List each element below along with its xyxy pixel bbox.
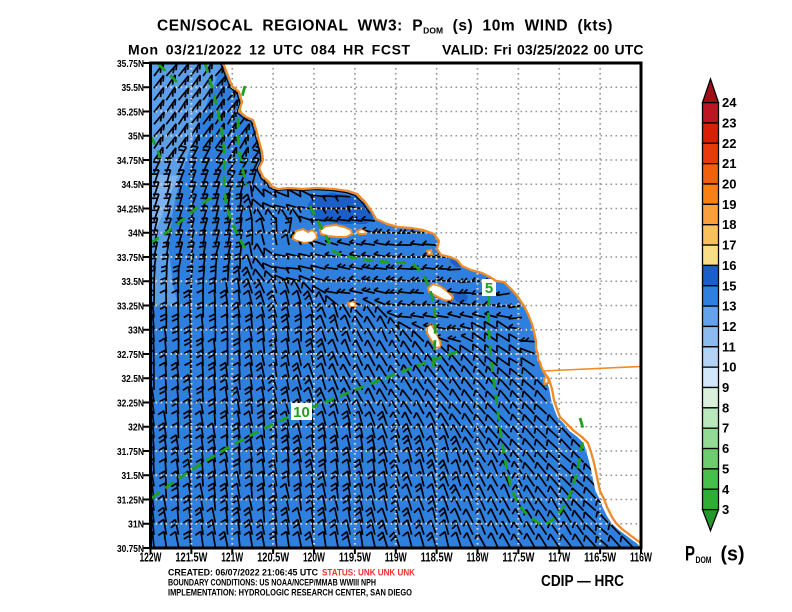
svg-text:121.5W: 121.5W xyxy=(175,550,208,565)
svg-text:CDIP — HRC: CDIP — HRC xyxy=(541,573,624,590)
svg-text:7: 7 xyxy=(722,421,729,436)
svg-text:32.5N: 32.5N xyxy=(122,373,145,385)
svg-text:10: 10 xyxy=(722,360,736,375)
svg-text:IMPLEMENTATION: HYDROLOGIC RES: IMPLEMENTATION: HYDROLOGIC RESEARCH CENT… xyxy=(168,588,412,598)
svg-text:120.5W: 120.5W xyxy=(257,550,290,565)
svg-text:23: 23 xyxy=(722,115,736,130)
svg-text:116W: 116W xyxy=(630,550,652,565)
svg-text:30.75N: 30.75N xyxy=(117,543,144,555)
svg-text:33.25N: 33.25N xyxy=(117,300,144,312)
svg-text:34.25N: 34.25N xyxy=(117,203,144,215)
svg-text:22: 22 xyxy=(722,136,736,151)
svg-text:32.25N: 32.25N xyxy=(117,397,144,409)
svg-text:117W: 117W xyxy=(548,550,570,565)
svg-text:117.5W: 117.5W xyxy=(502,550,535,565)
svg-text:33.75N: 33.75N xyxy=(117,252,144,264)
svg-text:20: 20 xyxy=(722,177,736,192)
svg-text:21: 21 xyxy=(722,156,736,171)
svg-text:35.25N: 35.25N xyxy=(117,106,144,118)
svg-text:8: 8 xyxy=(722,400,729,415)
svg-text:STATUS: UNK UNK UNK: STATUS: UNK UNK UNK xyxy=(322,568,415,578)
svg-text:10: 10 xyxy=(293,404,310,421)
svg-text:5: 5 xyxy=(722,461,729,476)
svg-text:12: 12 xyxy=(722,319,736,334)
svg-text:32N: 32N xyxy=(128,422,144,434)
svg-text:5: 5 xyxy=(485,280,493,297)
svg-text:34.5N: 34.5N xyxy=(122,179,145,191)
svg-text:3: 3 xyxy=(722,502,729,517)
svg-text:15: 15 xyxy=(722,278,736,293)
svg-text:31N: 31N xyxy=(128,519,144,531)
svg-text:16: 16 xyxy=(722,258,736,273)
svg-text:CEN/SOCAL REGIONAL WW3: PDOM (: CEN/SOCAL REGIONAL WW3: PDOM (s) 10m WIN… xyxy=(157,18,613,36)
svg-text:118.5W: 118.5W xyxy=(421,550,454,565)
svg-text:35.75N: 35.75N xyxy=(117,58,144,70)
svg-text:118W: 118W xyxy=(467,550,489,565)
svg-text:116.5W: 116.5W xyxy=(584,550,617,565)
svg-text:17: 17 xyxy=(722,238,736,253)
svg-text:34.75N: 34.75N xyxy=(117,155,144,167)
svg-text:Mon 03/21/2022 12 UTC 084 HR F: Mon 03/21/2022 12 UTC 084 HR FCST xyxy=(128,42,411,58)
svg-text:11: 11 xyxy=(722,339,736,354)
svg-text:9: 9 xyxy=(722,380,729,395)
svg-text:31.75N: 31.75N xyxy=(117,446,144,458)
svg-text:18: 18 xyxy=(722,217,736,232)
svg-text:CREATED: 06/07/2022 21:06:45 U: CREATED: 06/07/2022 21:06:45 UTC xyxy=(168,568,318,578)
svg-text:119.5W: 119.5W xyxy=(339,550,372,565)
svg-text:6: 6 xyxy=(722,441,729,456)
svg-text:122W: 122W xyxy=(140,550,162,565)
svg-text:VALID: Fri 03/25/2022 00 UTC: VALID: Fri 03/25/2022 00 UTC xyxy=(442,42,644,58)
svg-text:119W: 119W xyxy=(385,550,407,565)
svg-text:33N: 33N xyxy=(128,325,144,337)
svg-text:DOM: DOM xyxy=(696,555,712,565)
svg-text:32.75N: 32.75N xyxy=(117,349,144,361)
svg-text:P: P xyxy=(685,543,695,566)
svg-text:121W: 121W xyxy=(221,550,243,565)
svg-text:34N: 34N xyxy=(128,228,144,240)
svg-text:31.25N: 31.25N xyxy=(117,494,144,506)
svg-text:19: 19 xyxy=(722,197,736,212)
svg-text:24: 24 xyxy=(722,95,737,110)
svg-text:4: 4 xyxy=(722,482,730,497)
svg-text:(s): (s) xyxy=(721,544,745,566)
svg-text:33.5N: 33.5N xyxy=(122,276,145,288)
svg-text:35N: 35N xyxy=(128,131,144,143)
svg-text:BOUNDARY CONDITIONS: US NOAA/N: BOUNDARY CONDITIONS: US NOAA/NCEP/MMAB W… xyxy=(168,578,376,588)
svg-text:120W: 120W xyxy=(303,550,325,565)
svg-text:35.5N: 35.5N xyxy=(122,82,145,94)
svg-text:13: 13 xyxy=(722,299,736,314)
svg-text:31.5N: 31.5N xyxy=(122,470,145,482)
